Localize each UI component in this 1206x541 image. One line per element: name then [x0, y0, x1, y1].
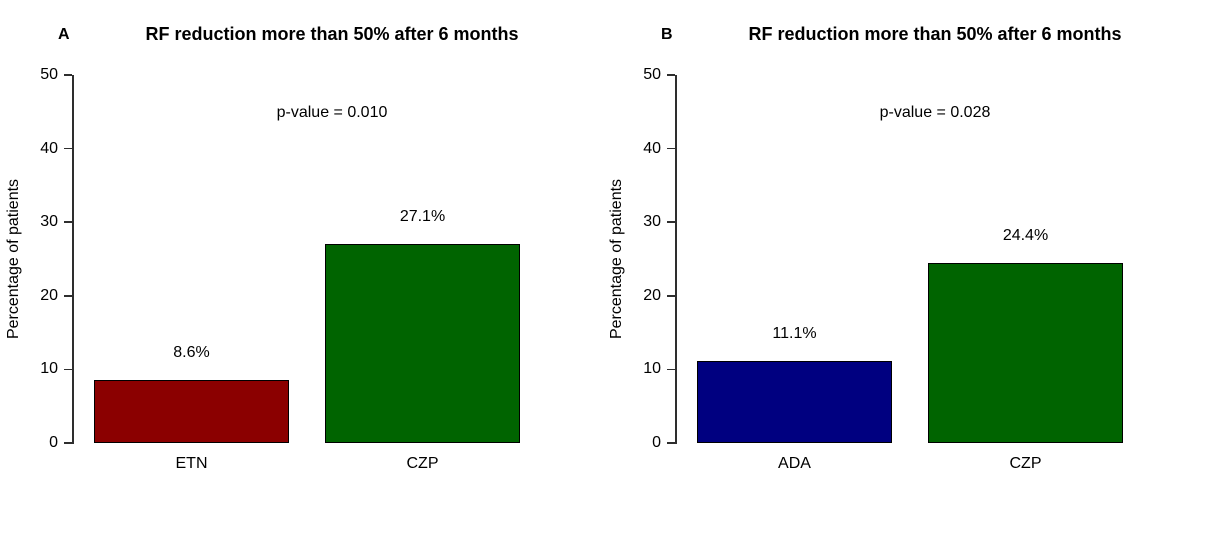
- panel-a-y-axis-line: [72, 75, 74, 444]
- panel-b: B RF reduction more than 50% after 6 mon…: [603, 0, 1206, 541]
- bar-category-label-ada: ADA: [778, 455, 811, 472]
- y-tick-label: 50: [40, 66, 58, 83]
- y-tick-label: 30: [40, 213, 58, 231]
- y-tick-mark: [667, 442, 675, 444]
- y-tick-mark: [667, 147, 675, 150]
- bar-category-label-czp: CZP: [1009, 455, 1042, 472]
- y-tick-label: 40: [40, 139, 58, 157]
- y-tick-mark: [64, 368, 72, 371]
- y-tick-mark: [667, 221, 675, 223]
- y-tick-label: 10: [40, 360, 58, 378]
- y-tick-label: 50: [643, 66, 661, 83]
- y-tick-label: 0: [49, 434, 58, 451]
- bar-ada: [697, 361, 892, 443]
- panel-a-title: RF reduction more than 50% after 6 month…: [145, 24, 519, 44]
- y-tick-label: 20: [643, 286, 661, 304]
- y-tick-mark: [64, 295, 72, 297]
- bar-value-label-etn: 8.6%: [173, 343, 210, 361]
- y-tick-mark: [667, 74, 675, 76]
- y-tick-mark: [64, 442, 72, 444]
- bar-value-label-czp: 24.4%: [1002, 227, 1049, 245]
- panel-b-y-axis-line: [675, 75, 677, 444]
- y-tick-label: 40: [643, 139, 661, 157]
- y-tick-mark: [667, 295, 675, 297]
- y-tick-label: 10: [643, 360, 661, 378]
- panel-a-corner-label: A: [58, 26, 71, 43]
- bar-category-label-czp: CZP: [406, 455, 439, 472]
- y-tick-mark: [64, 221, 72, 223]
- y-tick-mark: [64, 147, 72, 150]
- bar-category-label-etn: ETN: [175, 455, 208, 472]
- bar-value-label-ada: 11.1%: [772, 325, 817, 343]
- bar-czp: [325, 243, 520, 443]
- panel-b-title: RF reduction more than 50% after 6 month…: [748, 24, 1122, 44]
- y-tick-label: 20: [40, 286, 58, 304]
- panel-a-pvalue-annotation: p-value = 0.010: [276, 104, 388, 121]
- bar-etn: [94, 379, 289, 443]
- panel-b-y-axis-label: Percentage of patients: [608, 178, 626, 340]
- bar-value-label-czp: 27.1%: [399, 207, 446, 225]
- y-tick-mark: [667, 368, 675, 371]
- panel-a: A RF reduction more than 50% after 6 mon…: [5, 24, 520, 472]
- bar-czp: [928, 263, 1123, 443]
- panel-b-corner-label: B: [661, 26, 674, 43]
- y-tick-label: 0: [652, 434, 661, 451]
- panel-a-y-axis-label: Percentage of patients: [5, 178, 23, 340]
- y-tick-mark: [64, 74, 72, 76]
- panel-b-pvalue-annotation: p-value = 0.028: [879, 104, 991, 121]
- y-tick-label: 30: [643, 213, 661, 231]
